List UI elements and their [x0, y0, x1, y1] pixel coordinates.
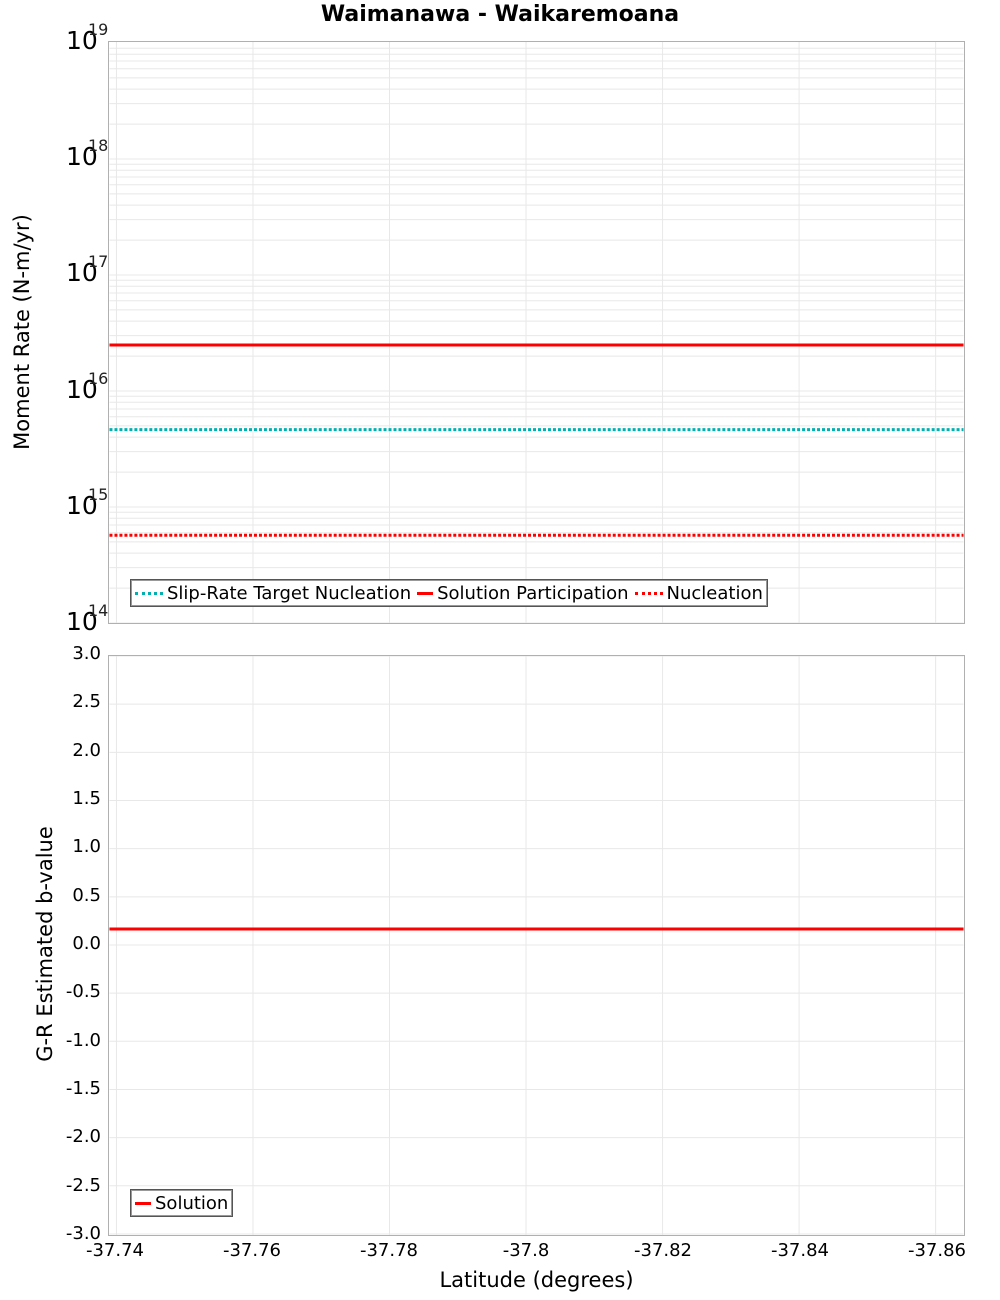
b-value-grid: [109, 656, 964, 1235]
moment-rate-grid: [109, 42, 964, 623]
top-ytick-14: 10 14: [66, 601, 109, 636]
top-ytick-16: 10 16: [66, 369, 109, 404]
b-value-legend: Solution: [130, 1189, 234, 1217]
bottom-ytick: -3.0: [65, 1222, 101, 1244]
bottom-ytick: 1.0: [72, 836, 101, 858]
legend-item-slip-rate-target: Slip-Rate Target Nucleation: [135, 583, 411, 604]
x-tick: -37.8: [502, 1240, 550, 1261]
top-y-axis-label: Moment Rate (N-m/yr): [10, 214, 34, 450]
x-axis-label: Latitude (degrees): [439, 1268, 634, 1292]
legend-label: Solution Participation: [437, 582, 629, 604]
top-ytick-15: 10 15: [66, 485, 109, 520]
top-ytick-17: 10 17: [66, 252, 109, 287]
bottom-ytick: -2.0: [65, 1126, 101, 1148]
bottom-ytick: -0.5: [65, 981, 101, 1003]
legend-label: Nucleation: [666, 582, 763, 604]
chart-title: Waimanawa - Waikaremoana: [320, 2, 680, 27]
x-tick: -37.84: [770, 1240, 830, 1261]
bottom-ytick: 1.5: [72, 787, 101, 809]
legend-label: Solution: [155, 1192, 229, 1214]
top-ytick-18: 10 18: [66, 136, 109, 171]
legend-item-solution: Solution: [135, 1193, 228, 1214]
x-tick: -37.86: [907, 1240, 967, 1261]
moment-rate-legend: Slip-Rate Target Nucleation Solution Par…: [130, 579, 768, 607]
x-tick: -37.82: [633, 1240, 693, 1261]
moment-rate-plot: Slip-Rate Target Nucleation Solution Par…: [108, 41, 965, 624]
bottom-ytick: 2.5: [72, 691, 101, 713]
b-value-plot: Solution: [108, 655, 965, 1236]
solid-red-swatch-icon: [135, 1201, 151, 1205]
bottom-ytick: -1.0: [65, 1029, 101, 1051]
legend-item-solution-participation: Solution Participation: [417, 582, 629, 604]
bottom-ytick: 3.0: [72, 643, 101, 664]
bottom-ytick: 0.5: [72, 884, 101, 906]
dotted-red-swatch-icon: [634, 591, 663, 595]
bottom-ytick: -2.5: [65, 1174, 101, 1196]
x-tick: -37.74: [85, 1240, 145, 1261]
bottom-ytick: -1.5: [65, 1077, 101, 1099]
bottom-ytick: 2.0: [72, 739, 101, 761]
legend-label: Slip-Rate Target Nucleation: [167, 582, 412, 604]
bottom-y-axis-label: G-R Estimated b-value: [33, 826, 57, 1062]
bottom-ytick: 0.0: [72, 932, 101, 954]
solid-red-swatch-icon: [417, 591, 434, 595]
x-tick: -37.76: [222, 1240, 282, 1261]
dotted-cyan-swatch-icon: [135, 591, 163, 595]
legend-item-nucleation: Nucleation: [634, 582, 763, 604]
x-tick: -37.78: [359, 1240, 419, 1261]
top-ytick-19: 10 19: [66, 20, 109, 55]
